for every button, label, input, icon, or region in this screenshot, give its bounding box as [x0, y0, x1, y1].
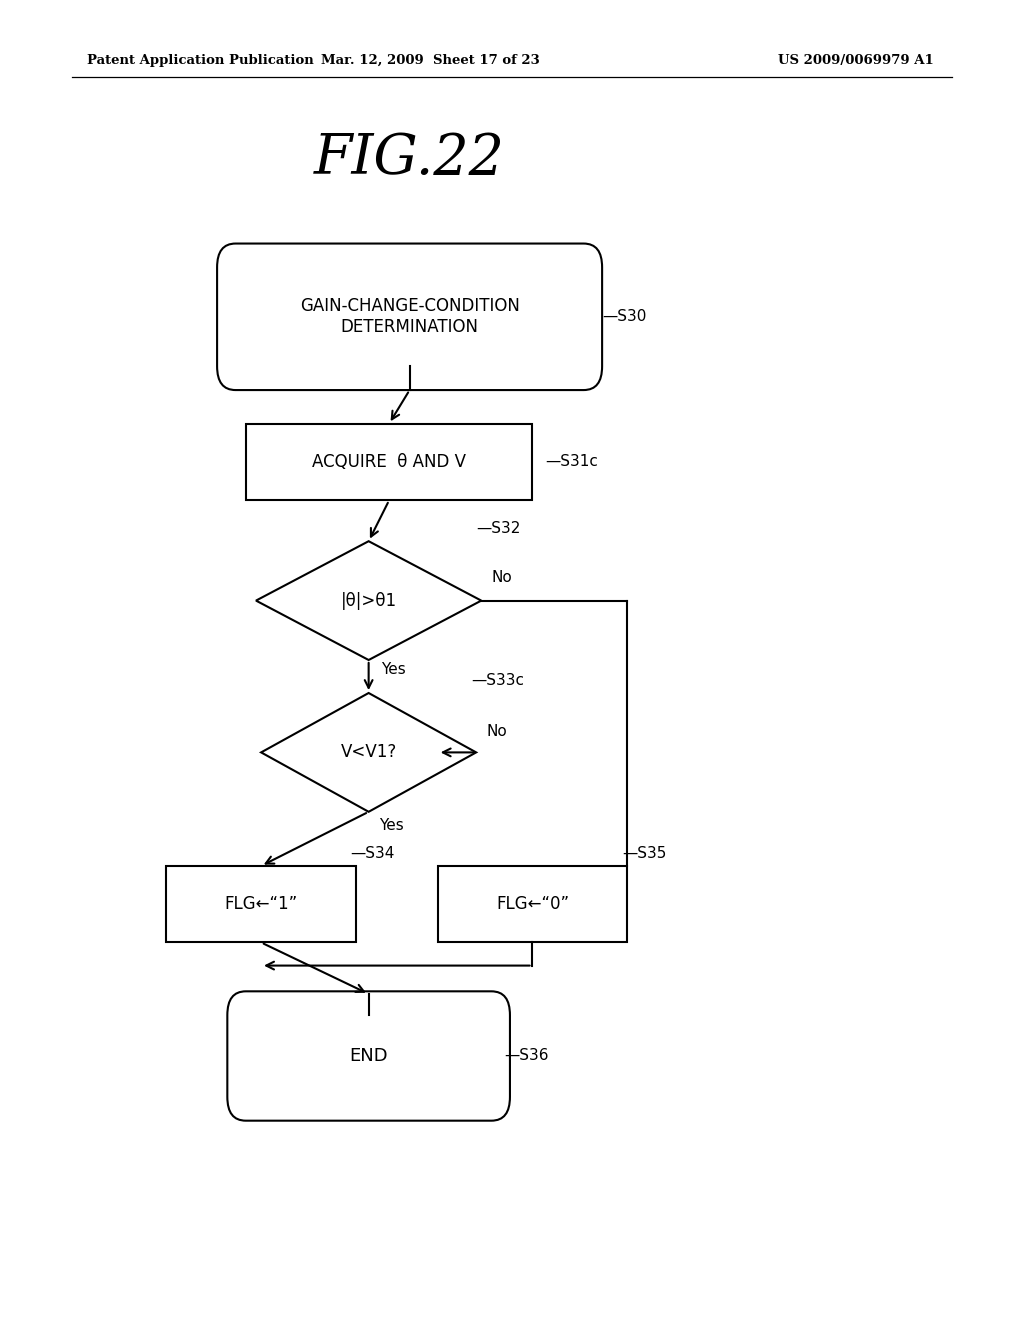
Text: No: No	[486, 725, 507, 739]
Text: —S31c: —S31c	[545, 454, 598, 470]
Text: Mar. 12, 2009  Sheet 17 of 23: Mar. 12, 2009 Sheet 17 of 23	[321, 54, 540, 67]
Text: Patent Application Publication: Patent Application Publication	[87, 54, 313, 67]
Text: —S30: —S30	[602, 309, 646, 325]
Text: |θ|>θ1: |θ|>θ1	[341, 591, 396, 610]
Bar	[246, 424, 532, 500]
Text: FLG←“0”: FLG←“0”	[496, 895, 569, 913]
Text: END: END	[349, 1047, 388, 1065]
FancyBboxPatch shape	[217, 243, 602, 391]
Text: Yes: Yes	[381, 663, 406, 677]
Polygon shape	[261, 693, 476, 812]
FancyBboxPatch shape	[227, 991, 510, 1121]
Text: —S33c: —S33c	[471, 673, 524, 688]
Text: US 2009/0069979 A1: US 2009/0069979 A1	[778, 54, 934, 67]
Bar	[166, 866, 356, 942]
Text: FLG←“1”: FLG←“1”	[224, 895, 298, 913]
Text: —S32: —S32	[476, 521, 520, 536]
Text: —S34: —S34	[350, 846, 395, 861]
Text: FIG.22: FIG.22	[314, 131, 505, 186]
Polygon shape	[256, 541, 481, 660]
Text: V<V1?: V<V1?	[341, 743, 396, 762]
Bar	[438, 866, 627, 942]
Text: ACQUIRE  θ AND V: ACQUIRE θ AND V	[312, 453, 466, 471]
Text: —S35: —S35	[623, 846, 667, 861]
Text: No: No	[492, 570, 512, 585]
Text: Yes: Yes	[379, 818, 403, 833]
Text: GAIN-CHANGE-CONDITION
DETERMINATION: GAIN-CHANGE-CONDITION DETERMINATION	[300, 297, 519, 337]
Text: —S36: —S36	[504, 1048, 548, 1064]
